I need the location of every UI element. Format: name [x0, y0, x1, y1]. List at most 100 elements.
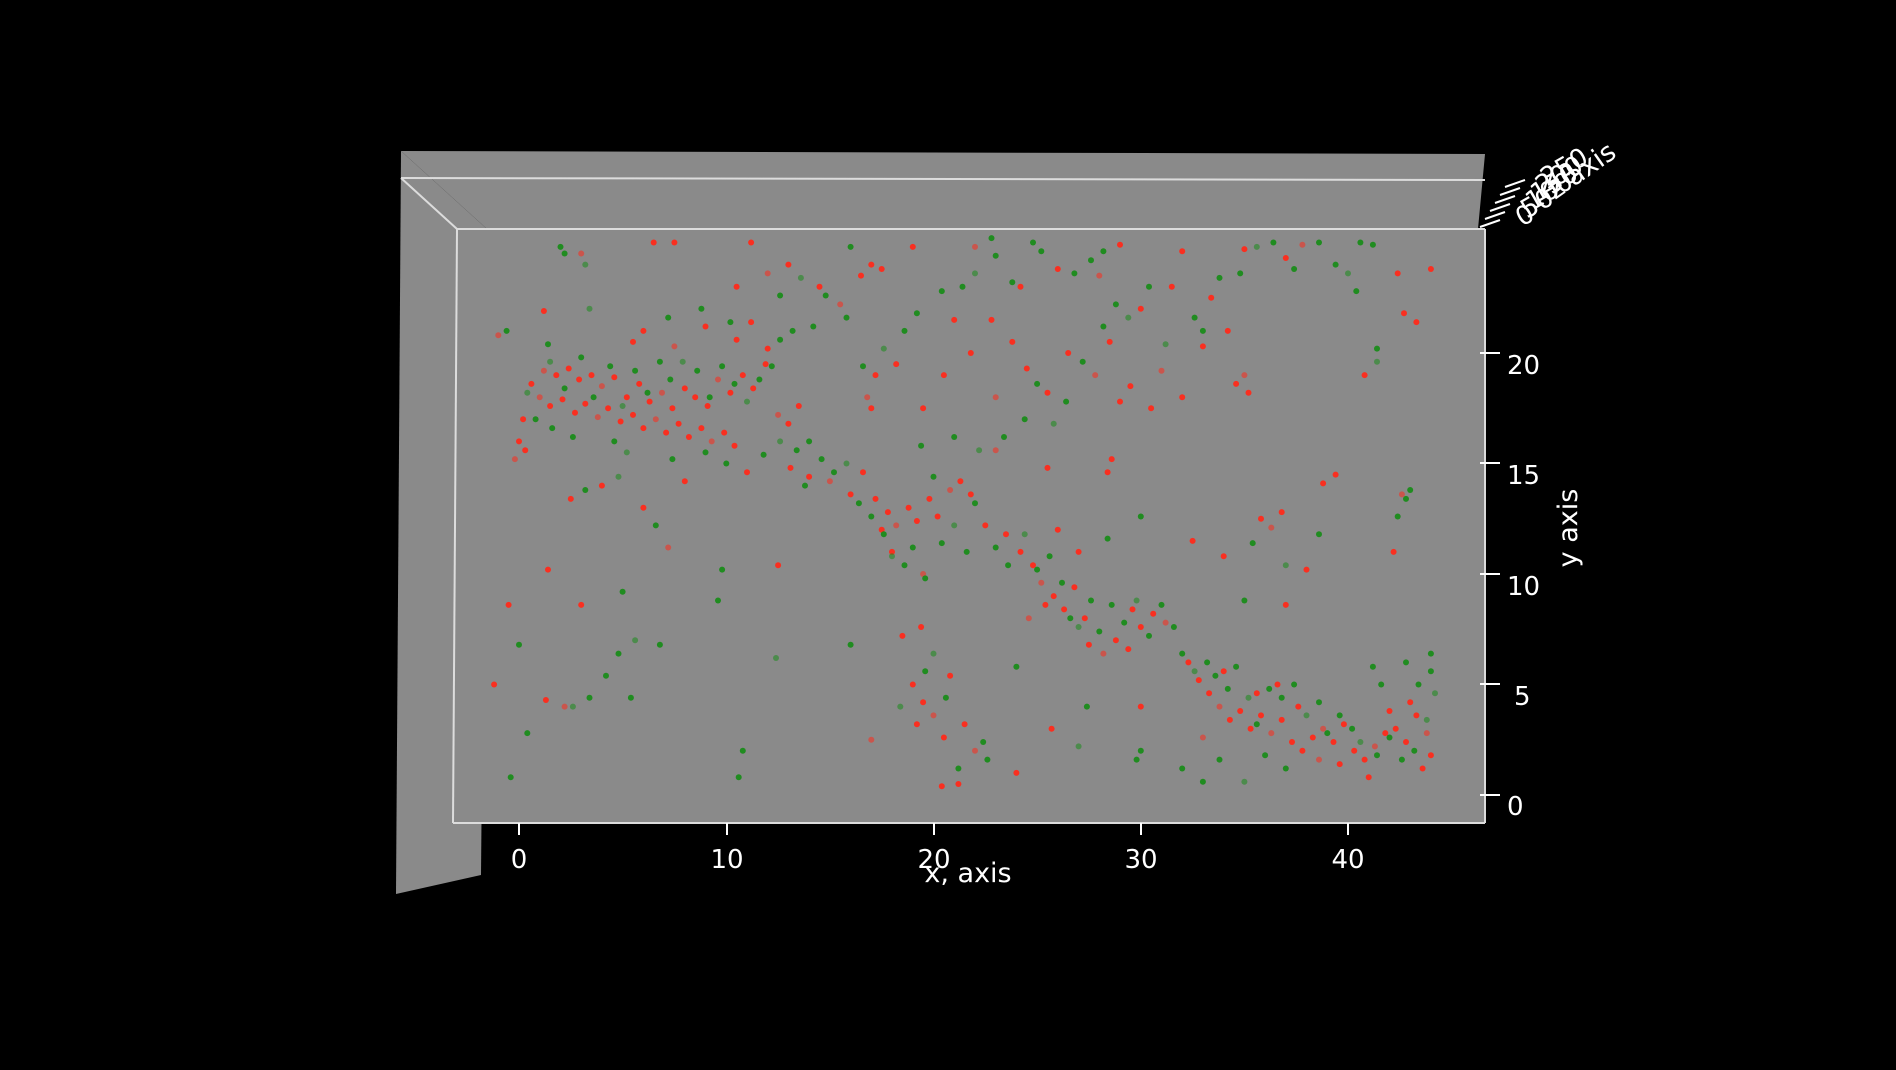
y-tick-label: 20	[1507, 351, 1540, 381]
scatter-point	[1419, 765, 1426, 772]
scatter-point	[1023, 365, 1030, 372]
scatter-point	[1148, 405, 1155, 412]
scatter-point	[1170, 624, 1177, 630]
scatter-point	[1258, 712, 1264, 719]
scatter-point	[1179, 650, 1186, 657]
scatter-point	[1413, 319, 1420, 326]
scatter-point	[507, 774, 514, 781]
scatter-point	[1427, 752, 1434, 759]
scatter-point	[561, 385, 568, 392]
scatter-point	[847, 491, 854, 498]
scatter-point	[938, 783, 945, 790]
scatter-point	[532, 416, 539, 423]
scatter-point	[611, 438, 618, 445]
scatter-point	[868, 405, 875, 412]
scatter-point	[920, 699, 927, 706]
scatter-point	[632, 367, 639, 374]
scatter-point	[1374, 345, 1380, 352]
scatter-point	[665, 544, 672, 551]
scatter-point	[1268, 730, 1275, 737]
scatter-point	[1382, 730, 1389, 737]
z-tick	[1504, 179, 1526, 188]
scatter-point	[930, 473, 937, 480]
scatter-point	[694, 367, 701, 374]
scatter-point	[542, 697, 549, 703]
scatter-point	[715, 376, 721, 383]
scatter-point	[640, 327, 647, 334]
scatter-point	[1398, 756, 1405, 763]
scatter-point	[893, 361, 900, 368]
scatter-point	[785, 261, 792, 268]
scatter-point	[1009, 338, 1016, 345]
x-axis: 0 10 20 30 40 x, axis	[511, 823, 1365, 889]
scatter-point	[1112, 637, 1119, 644]
scatter-point	[1371, 743, 1378, 750]
scatter-point	[1206, 690, 1213, 697]
scatter-point	[1253, 721, 1260, 728]
scatter-point	[1117, 241, 1123, 248]
scatter-point	[1353, 288, 1360, 295]
scatter-point	[750, 385, 757, 392]
scatter-point	[630, 338, 636, 345]
scatter-point	[1021, 416, 1028, 423]
scatter-point	[909, 681, 916, 688]
scatter-point	[1038, 579, 1045, 586]
scatter-point	[756, 376, 763, 383]
y-tick: 10	[1480, 572, 1540, 602]
scatter-point	[547, 358, 554, 365]
scatter-point	[594, 414, 601, 421]
scatter-point	[503, 327, 510, 334]
scatter-point	[681, 385, 688, 392]
scatter-point	[1096, 272, 1103, 279]
scatter-point	[1249, 540, 1256, 547]
scatter-point	[545, 341, 551, 348]
scatter-point	[708, 438, 715, 445]
scatter-point	[1365, 774, 1372, 781]
scatter-point	[810, 323, 817, 330]
scatter-point	[1009, 279, 1016, 286]
scatter-point	[1336, 761, 1343, 768]
scatter-point	[1125, 314, 1132, 321]
scatter-point	[547, 403, 554, 409]
scatter-point	[992, 394, 999, 401]
scatter-point	[930, 650, 937, 657]
scatter-point	[880, 345, 887, 352]
scatter-point	[1233, 663, 1240, 670]
scatter-point	[868, 736, 875, 743]
scatter-point	[1017, 548, 1024, 555]
scatter-point	[837, 301, 844, 308]
scatter-point	[739, 747, 746, 754]
z-tick	[1494, 195, 1516, 204]
scatter-point	[665, 314, 672, 321]
scatter-point	[748, 239, 755, 246]
scatter-point	[569, 434, 576, 440]
scatter-point	[1030, 239, 1036, 246]
scatter-point	[1282, 562, 1289, 569]
scatter-point	[1226, 716, 1233, 723]
scatter-point	[1241, 597, 1248, 604]
scatter-point	[1289, 739, 1295, 745]
scatter-point	[1378, 681, 1385, 688]
scatter-point	[1340, 721, 1347, 728]
scatter-point	[1100, 650, 1107, 657]
scatter-point	[569, 703, 576, 710]
scatter-point	[1137, 513, 1144, 520]
scatter-point	[1427, 668, 1434, 675]
scatter-point	[760, 451, 767, 458]
scatter-point	[988, 235, 995, 242]
scatter-point	[1096, 628, 1103, 635]
scatter-point	[793, 447, 800, 454]
scatter-point	[590, 394, 597, 401]
scatter-point	[1411, 747, 1418, 754]
scatter-point	[992, 544, 999, 551]
scatter-point	[1224, 685, 1231, 692]
scatter-point	[972, 500, 978, 507]
scatter-point	[1253, 243, 1260, 250]
scatter-point	[1295, 703, 1302, 710]
scatter-point	[889, 548, 895, 555]
scatter-point	[1266, 685, 1273, 692]
scatter-point	[706, 394, 713, 401]
scatter-point	[528, 380, 535, 387]
scatter-point	[762, 361, 769, 368]
scatter-point	[731, 442, 738, 449]
